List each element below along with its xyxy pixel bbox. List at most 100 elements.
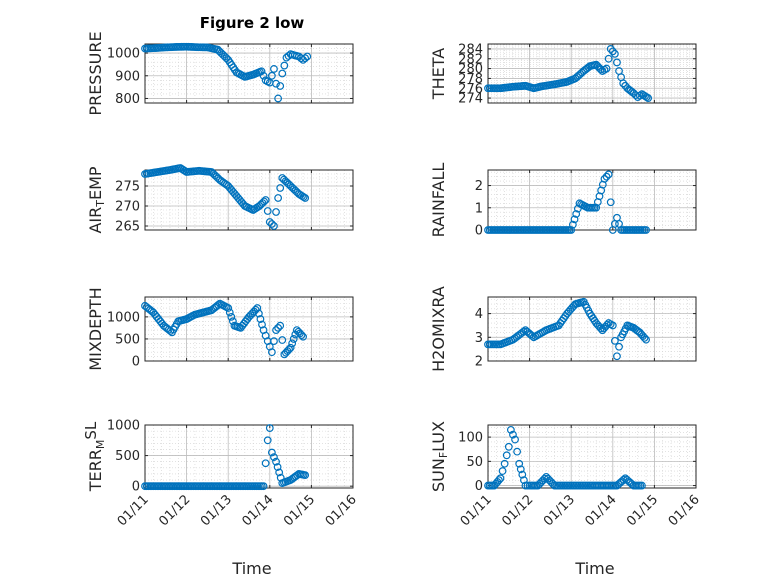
data-point: [256, 315, 265, 323]
data-point: [274, 323, 283, 332]
axes-box: [144, 296, 354, 362]
axes-box: [487, 424, 697, 489]
data-point: [570, 215, 579, 224]
y-tick-label: 1000: [107, 419, 140, 434]
data-point: [606, 45, 615, 53]
data-point: [610, 49, 619, 58]
data-point: [572, 210, 581, 218]
x-tick-label: 01/11: [458, 492, 495, 529]
data-point: [642, 226, 650, 234]
data-point: [261, 459, 270, 468]
data-point: [603, 320, 611, 329]
y-tick-label: 2: [475, 355, 483, 370]
data-point: [602, 172, 611, 181]
data-point: [540, 474, 549, 483]
data-point: [502, 451, 511, 460]
data-point: [619, 475, 628, 484]
data-point: [278, 336, 287, 344]
data-point: [273, 463, 282, 471]
y-tick-label: 284: [458, 42, 483, 57]
y-tick-label: 275: [115, 180, 140, 195]
data-point: [276, 184, 285, 192]
data-point: [272, 79, 280, 88]
y-axis-label: AIRTEMP: [86, 166, 107, 233]
data-point: [270, 222, 278, 230]
data-point: [495, 476, 503, 485]
data-point: [596, 65, 605, 74]
y-tick-label: 1000: [107, 47, 140, 62]
y-tick-label: 3: [475, 331, 483, 346]
y-axis-label: PRESSURE: [86, 31, 105, 115]
axes-box: [487, 43, 697, 104]
data-point: [613, 58, 621, 67]
x-tick-label: 01/15: [281, 492, 318, 529]
y-tick-label: 2: [475, 179, 483, 194]
y-axis-label: TERRMSL: [82, 421, 107, 492]
data-point: [267, 71, 276, 80]
y-tick-label: 280: [458, 62, 483, 77]
y-tick-label: 500: [115, 332, 140, 347]
x-tick-label: 01/12: [499, 492, 536, 529]
data-point: [303, 52, 312, 61]
data-point: [518, 470, 527, 479]
data-point: [272, 457, 280, 466]
data-point: [619, 79, 628, 88]
data-point: [253, 304, 262, 312]
data-point: [297, 331, 306, 339]
data-point: [267, 448, 276, 457]
data-point: [259, 71, 268, 80]
data-point: [299, 193, 308, 201]
data-point: [516, 465, 525, 474]
data-point: [272, 208, 280, 216]
data-point: [284, 52, 293, 60]
data-point: [638, 481, 646, 490]
data-point: [224, 304, 233, 312]
data-point: [265, 218, 274, 226]
data-point: [509, 430, 517, 439]
data-point: [604, 170, 613, 179]
data-point: [272, 326, 280, 335]
data-point: [642, 93, 651, 101]
data-point: [261, 196, 270, 204]
y-tick-label: 0: [475, 224, 483, 239]
data-point: [263, 207, 272, 215]
x-axis-label-right: Time: [574, 559, 614, 578]
data-point: [640, 333, 649, 342]
y-tick-label: 800: [115, 92, 140, 107]
data-point: [642, 335, 650, 344]
y-tick-label: 4: [475, 307, 483, 322]
y-tick-label: 274: [458, 92, 483, 107]
axes-box: [144, 43, 354, 104]
axes-terr-msl: 0 500 1000 01/11 01/12 01/13 01/14 01/15 01/16 TE…: [82, 419, 360, 530]
data-point: [613, 352, 621, 361]
x-tick-label: 01/16: [323, 492, 360, 529]
data-point: [519, 327, 528, 336]
data-point: [299, 332, 307, 341]
data-point: [567, 226, 576, 234]
axes-box: [144, 424, 354, 489]
y-axis-label: THETA: [429, 48, 448, 100]
x-tick-label: 01/16: [666, 492, 703, 529]
data-point: [288, 339, 297, 348]
data-point: [504, 442, 513, 451]
y-axis-label: MIXDEPTH: [86, 287, 105, 370]
y-tick-label: 282: [458, 52, 483, 67]
y-tick-label: 278: [458, 72, 483, 87]
x-tick-label: 01/11: [115, 492, 152, 529]
data-point: [276, 82, 285, 90]
data-point: [270, 453, 278, 462]
data-point: [301, 54, 310, 63]
data-point: [615, 342, 623, 351]
data-point: [258, 320, 266, 329]
y-tick-label: 0: [132, 355, 140, 370]
y-tick-label: 265: [115, 220, 140, 235]
x-tick-label: 01/14: [240, 492, 277, 529]
data-point: [260, 197, 268, 206]
data-point: [608, 321, 617, 330]
data-point: [270, 65, 278, 73]
axes-rainfall: 0 1 2 RAINFALL: [429, 163, 697, 239]
data-point: [278, 69, 287, 78]
data-point: [506, 425, 515, 434]
